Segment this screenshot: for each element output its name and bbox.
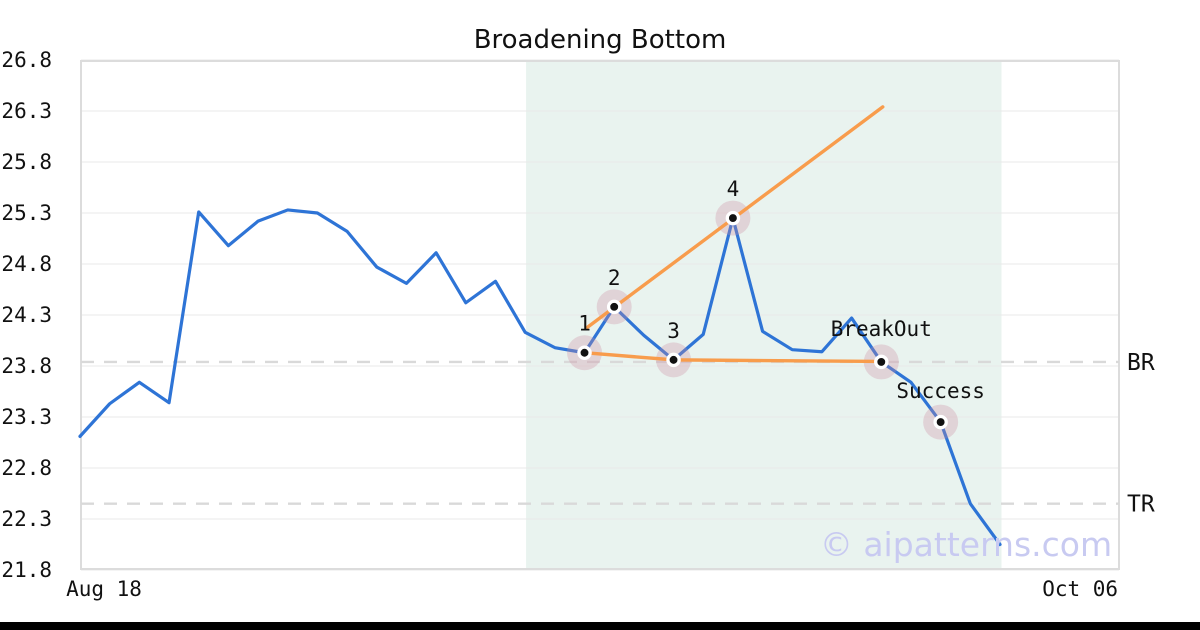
pattern-point-dot bbox=[933, 414, 948, 430]
pattern-point-dot bbox=[666, 352, 681, 368]
y-tick-label: 25.8 bbox=[1, 150, 52, 174]
y-tick-label: 24.3 bbox=[1, 303, 52, 327]
y-tick-label: 23.8 bbox=[1, 354, 52, 378]
pattern-point-label: 2 bbox=[608, 266, 621, 290]
x-tick-label: Aug 18 bbox=[66, 577, 142, 601]
plot-border bbox=[80, 60, 1120, 570]
pattern-point-label: Success bbox=[896, 379, 985, 403]
pattern-point-label: 1 bbox=[578, 312, 591, 336]
bottom-bar bbox=[0, 622, 1200, 630]
pattern-point-dot bbox=[577, 345, 592, 360]
pattern-point-label: BreakOut bbox=[831, 317, 932, 341]
y-tick-label: 25.3 bbox=[1, 201, 52, 225]
y-tick-label: 21.8 bbox=[1, 558, 52, 582]
chart-title: Broadening Bottom bbox=[474, 25, 727, 55]
pattern-point-label: 4 bbox=[727, 177, 740, 201]
level-label-tr: TR bbox=[1127, 492, 1155, 518]
x-tick-label: Oct 06 bbox=[1042, 577, 1118, 601]
y-tick-label: 23.3 bbox=[1, 405, 52, 429]
y-tick-label: 26.8 bbox=[1, 48, 52, 72]
y-tick-label: 22.8 bbox=[1, 456, 52, 480]
pattern-point-label: 3 bbox=[667, 319, 680, 343]
level-label-br: BR bbox=[1127, 350, 1155, 376]
pattern-point-dot bbox=[725, 210, 741, 226]
y-tick-label: 22.3 bbox=[1, 507, 52, 531]
watermark-text: © aipatterns.com bbox=[820, 525, 1112, 564]
pattern-point-dot bbox=[606, 299, 622, 315]
price-line bbox=[78, 208, 1002, 547]
y-tick-label: 26.3 bbox=[1, 99, 52, 123]
y-tick-label: 24.8 bbox=[1, 252, 52, 276]
pattern-point-dot bbox=[874, 354, 889, 370]
